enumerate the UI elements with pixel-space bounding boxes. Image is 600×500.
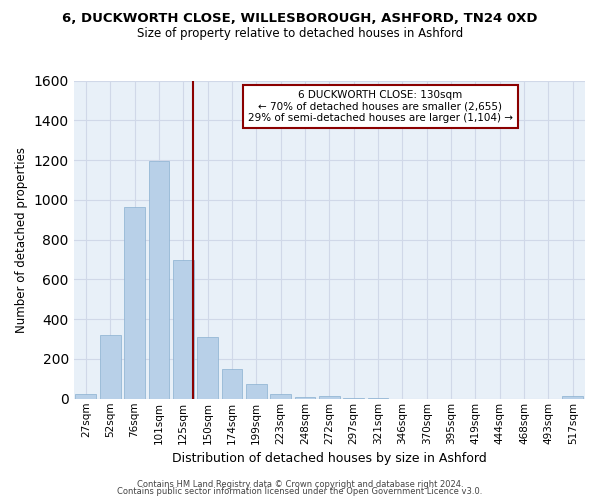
Y-axis label: Number of detached properties: Number of detached properties xyxy=(15,146,28,332)
Bar xyxy=(100,335,121,399)
Bar xyxy=(76,394,96,399)
Text: 6, DUCKWORTH CLOSE, WILLESBOROUGH, ASHFORD, TN24 0XD: 6, DUCKWORTH CLOSE, WILLESBOROUGH, ASHFO… xyxy=(62,12,538,26)
Bar xyxy=(562,396,583,399)
Bar xyxy=(173,260,194,399)
Bar xyxy=(368,398,388,399)
Text: Contains public sector information licensed under the Open Government Licence v3: Contains public sector information licen… xyxy=(118,487,482,496)
X-axis label: Distribution of detached houses by size in Ashford: Distribution of detached houses by size … xyxy=(172,452,487,465)
Bar xyxy=(270,394,291,399)
Bar xyxy=(221,369,242,399)
Bar xyxy=(246,384,266,399)
Bar xyxy=(124,207,145,399)
Text: Contains HM Land Registry data © Crown copyright and database right 2024.: Contains HM Land Registry data © Crown c… xyxy=(137,480,463,489)
Bar xyxy=(197,337,218,399)
Text: 6 DUCKWORTH CLOSE: 130sqm
← 70% of detached houses are smaller (2,655)
29% of se: 6 DUCKWORTH CLOSE: 130sqm ← 70% of detac… xyxy=(248,90,513,123)
Bar xyxy=(149,161,169,399)
Bar xyxy=(343,398,364,399)
Text: Size of property relative to detached houses in Ashford: Size of property relative to detached ho… xyxy=(137,28,463,40)
Bar xyxy=(319,396,340,399)
Bar xyxy=(295,397,316,399)
